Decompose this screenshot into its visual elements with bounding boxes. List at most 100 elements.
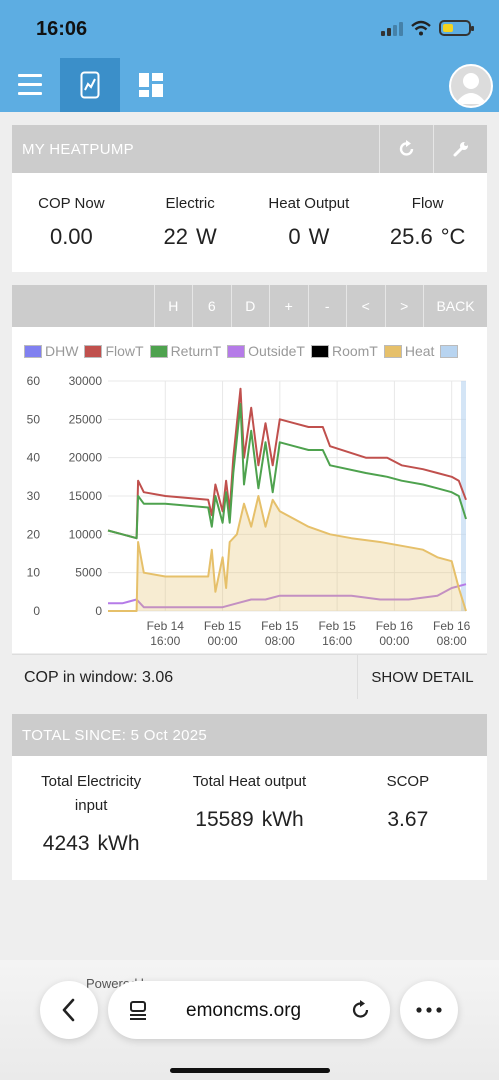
legend-label: FlowT (105, 343, 144, 359)
legend-swatch (440, 344, 459, 358)
menu-icon[interactable] (18, 74, 42, 96)
dashboard-grid-icon[interactable] (138, 72, 164, 98)
back-nav-button[interactable] (40, 981, 98, 1039)
stat-value: 22 W (163, 223, 217, 249)
y-right-tick-label: 5000 (75, 566, 102, 580)
legend-item[interactable]: ReturnT (149, 343, 222, 359)
legend-label: DHW (45, 343, 79, 359)
legend-swatch (24, 344, 42, 358)
stat-label: Heat Output (268, 194, 350, 212)
cop-window-bar: COP in window: 3.06 SHOW DETAIL (12, 654, 487, 699)
ellipsis-icon (416, 1007, 442, 1013)
range-day-button[interactable]: D (230, 285, 270, 327)
zoom-out-button[interactable]: - (307, 285, 347, 327)
y-right-tick-label: 25000 (69, 412, 103, 426)
refresh-button[interactable] (379, 125, 433, 173)
series-flowt-line (107, 387, 467, 540)
cop-window-label: COP in window: 3.06 (24, 669, 174, 686)
total-label: Total Heat output (192, 773, 307, 790)
legend-label: ReturnT (170, 343, 222, 359)
more-options-button[interactable] (400, 981, 458, 1039)
total-heat: Total Heat output 15589 kWh (170, 770, 328, 876)
y-left-tick-label: 10 (27, 566, 41, 580)
heatpump-chart[interactable]: 60 30000 50 25000 40 20000 30 15000 20 10000 10 500… (12, 363, 487, 653)
chart-toolbar: H 6 D + - < > BACK (12, 285, 487, 327)
home-indicator (170, 1068, 330, 1073)
heatpump-panel-header: MY HEATPUMP (12, 125, 487, 173)
cellular-signal-icon (381, 20, 403, 36)
chevron-left-icon (62, 998, 75, 1022)
legend-swatch (149, 344, 168, 358)
legend-item[interactable]: RoomT (310, 343, 378, 359)
pan-right-button[interactable]: > (384, 285, 424, 327)
legend-swatch (84, 344, 103, 358)
chart-panel: H 6 D + - < > BACK DHW FlowT ReturnT Outsid… (12, 285, 487, 653)
totals-panel: TOTAL SINCE: 5 Oct 2025 Total Electricit… (12, 714, 487, 880)
y-left-tick-label: 50 (27, 412, 41, 426)
x-tick-label: Feb 15 (261, 619, 299, 633)
x-tick-label: Feb 16 (433, 619, 471, 633)
user-avatar[interactable] (449, 64, 493, 108)
series-outsidet-line (108, 583, 467, 609)
status-icons (381, 20, 474, 36)
legend-swatch (383, 344, 402, 358)
cop-window-value: 3.06 (141, 669, 174, 686)
y-right-tick-label: 15000 (69, 489, 103, 503)
zoom-in-button[interactable]: + (269, 285, 308, 327)
x-tick-label: 16:00 (322, 634, 352, 648)
status-time: 16:06 (36, 18, 88, 40)
reload-icon[interactable] (350, 999, 372, 1021)
range-6h-button[interactable]: 6 (192, 285, 231, 327)
legend-swatch (227, 344, 246, 358)
dashboard-app-button[interactable] (60, 58, 120, 112)
x-tick-label: Feb 15 (318, 619, 356, 633)
config-button[interactable] (433, 125, 487, 173)
x-tick-label: Feb 14 (147, 619, 185, 633)
stat-value: 0.00 (49, 223, 93, 249)
legend-item[interactable]: DHW (24, 343, 78, 359)
total-value: 15589 kWh (195, 808, 304, 831)
legend-item[interactable]: Heat (383, 343, 434, 359)
url-text: emoncms.org (186, 1000, 302, 1021)
y-left-tick-label: 0 (33, 604, 40, 618)
nav-bar (0, 58, 499, 112)
y-right-tick-label: 20000 (69, 451, 103, 465)
totals-row: Total Electricity input 4243 kWh Total Hea… (12, 756, 487, 876)
refresh-icon (399, 140, 413, 156)
legend-item[interactable]: OutsideT (227, 343, 305, 359)
x-tick-label: 16:00 (150, 634, 180, 648)
series-heat-area (108, 496, 466, 611)
x-tick-label: Feb 16 (376, 619, 414, 633)
legend-label: OutsideT (248, 343, 305, 359)
back-button[interactable]: BACK (423, 285, 487, 327)
stat-label: Electric (165, 194, 215, 212)
totals-header: TOTAL SINCE: 5 Oct 2025 (12, 714, 487, 756)
address-bar[interactable]: emoncms.org (108, 981, 390, 1039)
series-returnt-line (107, 403, 467, 540)
chart-legend: DHW FlowT ReturnT OutsideT RoomT Heat (24, 343, 476, 363)
pan-left-button[interactable]: < (346, 285, 385, 327)
x-tick-label: 00:00 (379, 634, 409, 648)
page-menu-icon (130, 1001, 146, 1020)
y-left-tick-label: 60 (27, 374, 41, 388)
x-tick-label: Feb 15 (204, 619, 242, 633)
stat-electric: Electric 22 W (131, 195, 250, 250)
y-left-tick-label: 30 (27, 489, 41, 503)
y-right-tick-label: 0 (95, 604, 102, 618)
y-left-tick-label: 40 (27, 451, 41, 465)
legend-label: RoomT (331, 343, 378, 359)
total-electricity: Total Electricity input 4243 kWh (12, 770, 170, 876)
show-detail-button[interactable]: SHOW DETAIL (357, 655, 487, 699)
range-hour-button[interactable]: H (153, 285, 193, 327)
legend-item[interactable]: FlowT (84, 343, 144, 359)
stat-value: 25.6 °C (389, 223, 466, 249)
y-right-tick-label: 30000 (69, 374, 103, 388)
totals-title: TOTAL SINCE: 5 Oct 2025 (22, 726, 208, 744)
legend-item[interactable] (440, 344, 461, 358)
x-tick-label: 08:00 (265, 634, 295, 648)
battery-icon (439, 20, 474, 36)
stat-label: Flow (411, 194, 444, 212)
